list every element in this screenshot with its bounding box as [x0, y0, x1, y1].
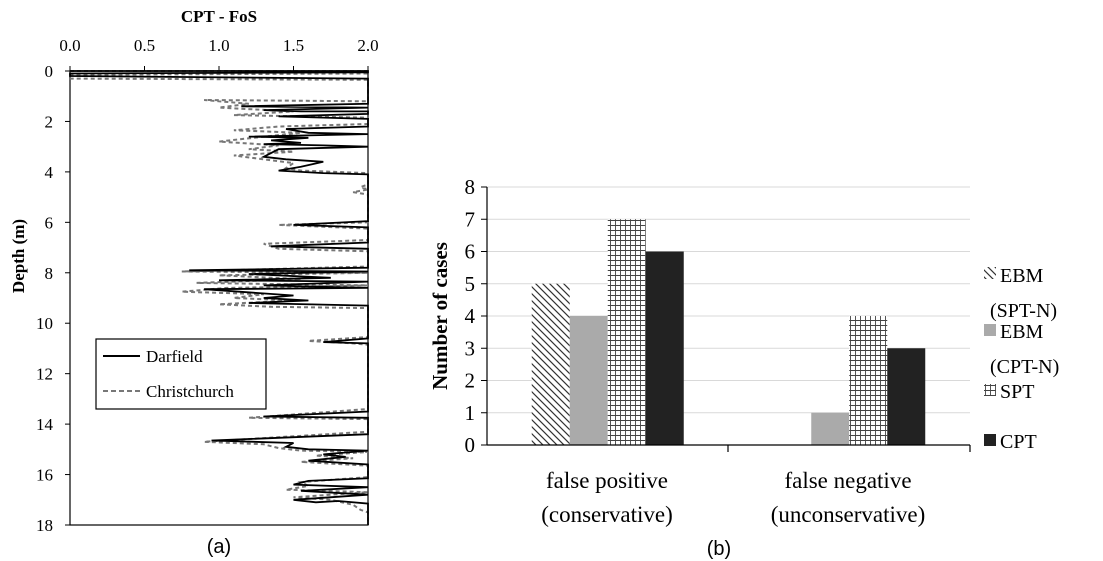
legend-sublabel-ebm-spt-n: (SPT-N)	[990, 300, 1057, 322]
category-sublabel-false-negative: (unconservative)	[771, 502, 926, 527]
panel-a-y-tick-label-9: 18	[36, 516, 53, 535]
panel-a-label: (a)	[207, 536, 231, 558]
bar-cat0-series1	[569, 316, 608, 445]
legend-label-ebm-spt-n: EBM	[1000, 265, 1044, 287]
panel-b-y-tick-label-3: 3	[465, 336, 476, 360]
panel-a-y-tick-label-4: 8	[45, 264, 54, 283]
panel-b-bars	[531, 219, 926, 445]
panel-a-plot-frame	[69, 70, 369, 526]
legend-swatch-cpt	[984, 434, 996, 446]
panel-a-x-tick-label-3: 1.5	[283, 36, 304, 55]
panel-a-x-tick-label-4: 2.0	[357, 36, 378, 55]
panel-a-x-tick-labels: 0.0 0.5 1.0 1.5 2.0	[59, 36, 379, 71]
legend-swatch-ebm-spt-n	[984, 267, 996, 279]
series-line-darfield	[69, 70, 369, 525]
panel-b-y-tick-label-2: 2	[465, 369, 476, 393]
panel-b-y-tick-label-7: 7	[465, 207, 476, 231]
panel-a-x-tick-label-0: 0.0	[59, 36, 80, 55]
panel-b-y-tick-labels: 0 1 2 3 4 5 6 7 8	[465, 175, 487, 457]
legend-label-ebm-cpt-n: EBM	[1000, 321, 1044, 343]
panel-a-y-tick-label-6: 12	[36, 365, 53, 384]
bar-cat1-series3	[887, 348, 926, 445]
category-sublabel-false-positive: (conservative)	[541, 502, 673, 527]
panel-a-y-tick-label-7: 14	[36, 415, 54, 434]
legend-swatch-spt	[984, 384, 996, 396]
panel-a-y-tick-label-0: 0	[45, 62, 54, 81]
panel-a-lines	[69, 70, 369, 525]
legend-label-darfield: Darfield	[146, 347, 203, 366]
bar-cat0-series2	[607, 219, 646, 445]
category-label-false-positive: false positive	[546, 468, 668, 493]
panel-b-y-tick-label-6: 6	[465, 240, 476, 264]
panel-a-x-tick-label-1: 0.5	[134, 36, 155, 55]
bar-cat1-series1	[811, 412, 850, 445]
panel-a-y-tick-labels: 0 2 4 6 8 10 12 14 16 18	[36, 62, 70, 535]
panel-a-legend: Darfield Christchurch	[95, 338, 267, 410]
panel-a-y-tick-label-5: 10	[36, 314, 53, 333]
panel-a-x-tick-label-2: 1.0	[208, 36, 229, 55]
legend-label-spt: SPT	[1000, 381, 1034, 403]
panel-a-y-tick-label-1: 2	[45, 112, 54, 131]
panel-a-y-tick-label-3: 6	[45, 213, 54, 232]
panel-b-legend: EBM (SPT-N) EBM (CPT-N) SPT CPT	[984, 265, 1059, 453]
panel-b-label: (b)	[707, 538, 731, 560]
legend-sublabel-ebm-cpt-n: (CPT-N)	[990, 356, 1059, 378]
series-line-christchurch	[69, 70, 369, 525]
bar-cat0-series0	[531, 283, 570, 445]
legend-swatch-ebm-cpt-n	[984, 324, 996, 336]
panel-b-y-axis-label: Number of cases	[428, 242, 452, 390]
bar-cat0-series3	[645, 251, 684, 445]
panel-a: CPT - FoS 0.0 0.5 1.0 1.5 2.0 0 2 4 6 8 10 12 14 16 1…	[9, 7, 379, 558]
panel-b-y-tick-label-5: 5	[465, 272, 476, 296]
panel-a-title: CPT - FoS	[181, 7, 257, 26]
panel-b-category-labels: false positive (conservative) false nega…	[541, 468, 925, 527]
category-label-false-negative: false negative	[784, 468, 911, 493]
panel-b: Number of cases 0 1 2 3 4 5 6 7 8 false positive…	[428, 175, 1059, 560]
legend-box	[95, 338, 267, 410]
legend-label-cpt: CPT	[1000, 431, 1037, 453]
bar-cat1-series2	[849, 316, 888, 445]
panel-a-y-axis-label: Depth (m)	[9, 219, 28, 293]
panel-b-y-tick-label-4: 4	[465, 304, 476, 328]
panel-b-y-tick-label-1: 1	[465, 401, 476, 425]
panel-b-y-tick-label-8: 8	[465, 175, 476, 199]
panel-a-y-tick-label-2: 4	[45, 163, 54, 182]
panel-b-y-tick-label-0: 0	[465, 433, 476, 457]
panel-a-y-tick-label-8: 16	[36, 466, 53, 485]
legend-label-christchurch: Christchurch	[146, 382, 234, 401]
